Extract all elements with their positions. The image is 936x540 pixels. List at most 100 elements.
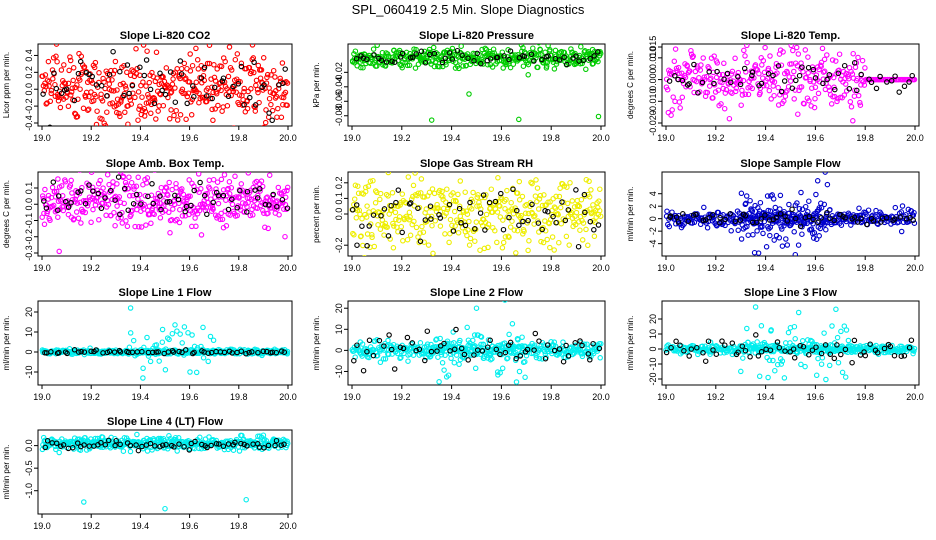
point-selected	[897, 214, 904, 220]
point-all	[102, 122, 109, 126]
y-tick-label: -10	[648, 357, 658, 370]
y-tick-label: -0.06	[334, 91, 344, 112]
point-all	[525, 72, 531, 78]
point-all	[704, 89, 711, 96]
point-selected	[465, 357, 471, 363]
point-selected	[98, 205, 105, 212]
point-all	[393, 216, 399, 223]
point-all	[374, 44, 380, 49]
x-tick-label: 19.6	[181, 263, 199, 273]
point-selected	[186, 447, 193, 453]
point-all	[862, 65, 868, 71]
point-all	[534, 185, 541, 191]
point-all	[270, 67, 277, 74]
point-all	[73, 209, 80, 215]
x-tick-label: 19.8	[542, 133, 560, 143]
point-all	[70, 77, 76, 84]
point-all	[710, 95, 716, 101]
point-selected	[699, 79, 706, 86]
point-all	[68, 89, 75, 95]
point-selected	[766, 217, 773, 223]
point-all	[412, 65, 419, 71]
y-tick-label: 0.2	[24, 66, 34, 79]
y-tick-label: 0.015	[648, 36, 658, 59]
point-all	[583, 66, 589, 73]
y-axis-label: degrees C per min.	[626, 51, 635, 119]
point-all	[507, 224, 514, 230]
point-burst	[824, 181, 831, 188]
point-selected	[596, 345, 603, 352]
point-all	[178, 65, 185, 72]
point-all	[114, 181, 120, 187]
point-selected	[364, 56, 370, 63]
point-selected	[575, 243, 582, 250]
point-burst	[513, 350, 519, 356]
panel-title: Slope Line 3 Flow	[744, 287, 837, 299]
point-all	[426, 46, 433, 53]
point-all	[39, 193, 46, 199]
point-all	[193, 45, 199, 52]
point-selected	[75, 349, 82, 355]
point-all	[830, 93, 836, 100]
point-selected	[163, 441, 169, 448]
point-selected	[391, 366, 398, 372]
point-all	[255, 89, 261, 96]
point-all	[836, 51, 843, 57]
point-all	[213, 90, 220, 97]
point-all	[465, 227, 471, 233]
point-all	[75, 215, 82, 222]
point-all	[803, 350, 809, 357]
point-selected	[560, 358, 567, 365]
point-all	[151, 97, 158, 104]
point-selected	[668, 344, 674, 351]
point-selected	[867, 341, 873, 347]
x-tick-label: 19.6	[181, 392, 199, 402]
point-burst	[499, 365, 506, 372]
point-all	[511, 227, 518, 233]
point-all	[492, 227, 498, 234]
point-selected	[159, 442, 166, 449]
point-all	[907, 212, 913, 219]
point-selected	[556, 346, 563, 352]
point-selected	[427, 203, 434, 209]
point-burst	[747, 197, 753, 204]
point-all	[364, 203, 370, 209]
point-all	[69, 190, 75, 196]
point-all	[122, 83, 129, 89]
point-all	[226, 191, 233, 197]
x-tick-label: 19.6	[493, 133, 511, 143]
point-all	[71, 199, 78, 205]
point-all	[246, 64, 253, 71]
point-all	[548, 348, 555, 354]
point-all	[385, 337, 391, 344]
point-selected	[159, 87, 165, 94]
point-selected	[211, 84, 218, 91]
point-all	[437, 209, 444, 215]
point-burst	[791, 323, 798, 330]
point-selected	[842, 215, 848, 221]
point-burst	[794, 200, 800, 206]
point-selected	[806, 352, 812, 358]
point-selected	[774, 339, 781, 345]
point-all	[558, 220, 565, 227]
point-all	[85, 106, 92, 112]
point-burst	[181, 324, 188, 330]
x-tick-label: 19.2	[82, 263, 100, 273]
point-selected	[729, 340, 736, 346]
point-selected	[182, 208, 188, 215]
point-burst	[810, 235, 817, 241]
point-all	[399, 64, 405, 71]
point-all	[215, 102, 221, 109]
point-all	[133, 46, 139, 52]
point-selected	[559, 199, 565, 205]
point-all	[451, 359, 458, 366]
point-all	[138, 224, 145, 230]
point-selected	[891, 352, 898, 359]
point-all	[232, 125, 236, 126]
point-burst	[823, 376, 829, 383]
point-all	[93, 121, 100, 126]
point-selected	[770, 72, 776, 79]
point-selected	[205, 350, 211, 356]
point-all	[43, 101, 49, 107]
x-tick-label: 19.4	[132, 392, 150, 402]
